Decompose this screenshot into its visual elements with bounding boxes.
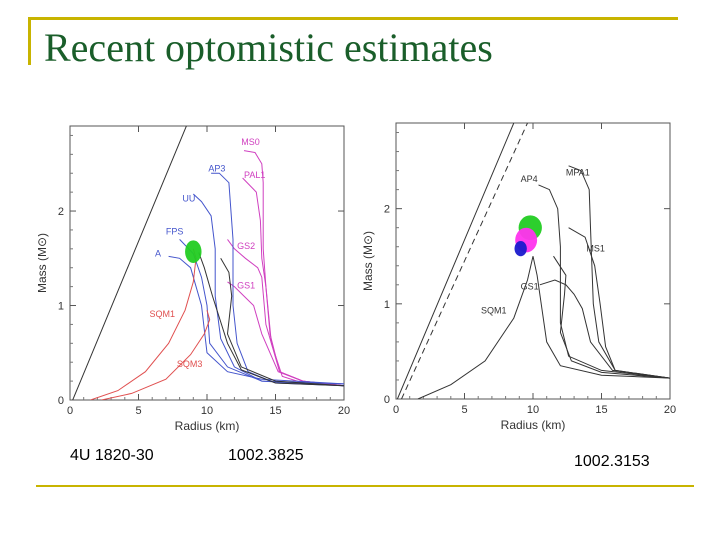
x-axis-label: Radius (km): [175, 419, 240, 433]
x-axis-label: Radius (km): [501, 418, 566, 432]
y-tick-label: 2: [384, 204, 390, 216]
series-line-unnamed-10: [220, 258, 344, 387]
y-axis-label: Mass (M⊙): [361, 231, 375, 291]
series-label-gs2: GS2: [237, 241, 255, 251]
series-label-ms1: MS1: [586, 243, 605, 253]
series-line-gs1: [227, 281, 344, 387]
series-line-ms0: [243, 150, 344, 387]
y-tick-label: 0: [58, 395, 64, 407]
caption-4u-1820-30: 4U 1820-30: [70, 447, 154, 464]
y-axis-label: Mass (M⊙): [38, 233, 49, 293]
series-line-a: [168, 255, 344, 385]
series-line-unnamed-1: [401, 123, 528, 399]
frame-left-rule: [28, 17, 31, 65]
y-tick-label: 2: [58, 206, 64, 218]
series-line-sqm3: [101, 310, 211, 400]
caption-1002-3153: 1002.3153: [574, 453, 650, 470]
series-label-gs1: GS1: [521, 282, 539, 292]
plot-frame: [395, 122, 671, 400]
series-group: [396, 123, 670, 399]
x-tick-label: 10: [527, 404, 539, 416]
series-line-unnamed-7: [532, 256, 670, 379]
x-tick-label: 0: [393, 404, 399, 416]
x-tick-label: 15: [595, 404, 607, 416]
series-label-sqm1: SQM1: [149, 309, 175, 319]
series-label-ap3: AP3: [208, 163, 225, 173]
frame-bottom-rule: [36, 485, 694, 487]
plot-frame: [69, 125, 345, 401]
x-tick-label: 15: [269, 405, 281, 417]
constraint-region-4u-1820-30-constraint: [185, 240, 202, 263]
series-label-gs1: GS1: [237, 281, 255, 291]
series-line-ms1: [568, 227, 670, 379]
series-group: [72, 126, 344, 400]
series-line-unnamed-8: [553, 255, 670, 379]
series-line-uu: [192, 193, 344, 387]
series-line-mpa1: [568, 165, 670, 379]
series-label-pal1: PAL1: [244, 170, 265, 180]
series-line-gs1: [539, 279, 670, 379]
x-tick-label: 20: [338, 405, 350, 417]
x-tick-label: 5: [135, 405, 141, 417]
series-label-sqm3: SQM3: [177, 359, 203, 369]
right-mass-radius-chart: 0 5 10 15 20 0 1 2 Radius (km) Mass (M⊙) MPA1 AP4 MS…: [361, 122, 676, 432]
y-tick-label: 0: [384, 394, 390, 406]
series-label-ms0: MS0: [241, 137, 260, 147]
series-line-sqm1: [90, 248, 197, 400]
x-tick-label: 10: [201, 405, 213, 417]
series-label-uu: UU: [182, 194, 195, 204]
x-tick-label: 5: [461, 404, 467, 416]
series-line-sqm1: [417, 256, 534, 399]
series-label-mpa1: MPA1: [566, 167, 590, 177]
series-label-sqm1: SQM1: [481, 305, 507, 315]
frame-top-rule: [28, 17, 678, 20]
y-tick-label: 1: [384, 299, 390, 311]
x-tick-label: 0: [67, 405, 73, 417]
series-line-unnamed-9: [198, 252, 344, 387]
series-line-unnamed-0: [72, 126, 187, 400]
series-label-fps: FPS: [166, 227, 184, 237]
slide-title: Recent optomistic estimates: [44, 25, 493, 70]
chart-0-plot-area: 0 5 10 15 20 0 1 2 Radius (km) Mass (M⊙) MS0 PAL1 GS…: [38, 125, 350, 433]
y-tick-label: 1: [58, 301, 64, 313]
series-label-ap4: AP4: [521, 174, 538, 184]
left-mass-radius-chart: 0 5 10 15 20 0 1 2 Radius (km) Mass (M⊙) MS0 PAL1 GS…: [38, 125, 350, 433]
series-line-ap4: [538, 184, 670, 379]
series-line-unnamed-0: [396, 123, 515, 399]
series-label-a: A: [155, 248, 161, 258]
chart-1-plot-area: 0 5 10 15 20 0 1 2 Radius (km) Mass (M⊙) MPA1 AP4 MS…: [361, 122, 676, 432]
series-line-ap3: [211, 172, 344, 387]
x-tick-label: 20: [664, 404, 676, 416]
caption-1002-3825: 1002.3825: [228, 447, 304, 464]
constraint-region-1002-3153-dark-constraint: [514, 241, 527, 257]
series-line-pal1: [242, 177, 344, 387]
